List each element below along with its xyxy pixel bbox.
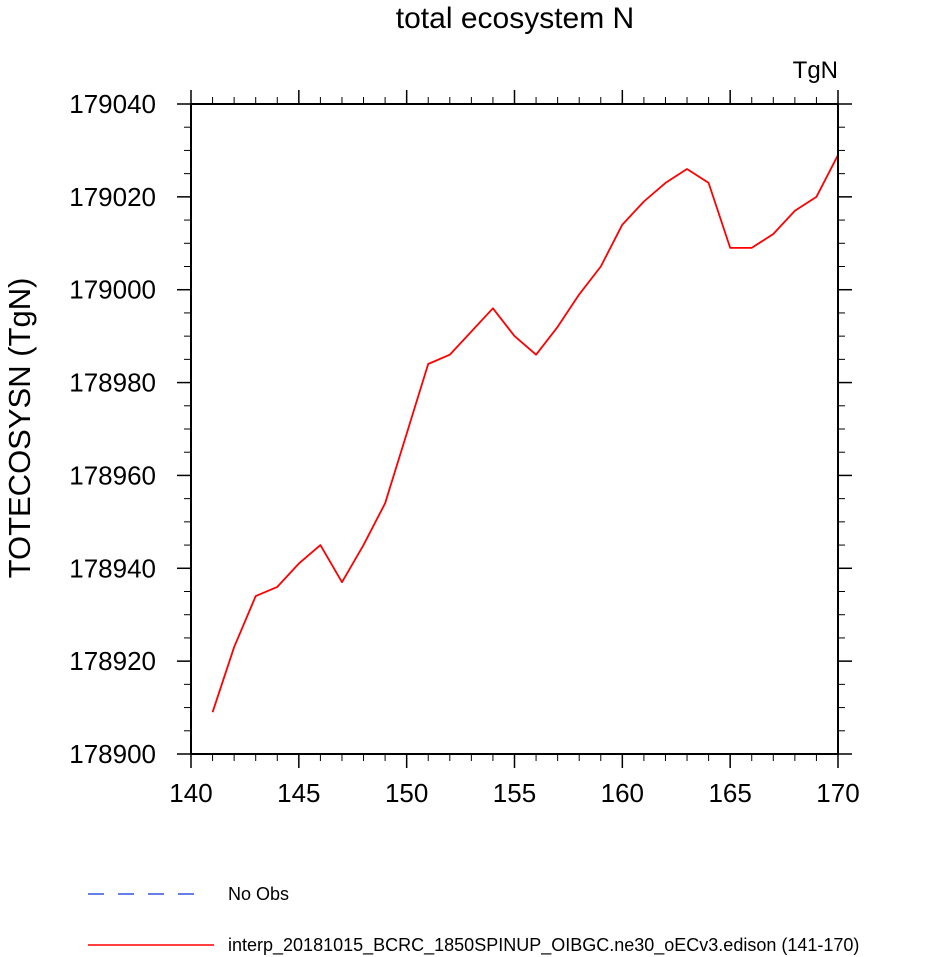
y-tick-label: 179040: [69, 89, 156, 119]
y-axis-label: TOTECOSYSN (TgN): [2, 278, 37, 579]
legend-label-no-obs: No Obs: [228, 884, 289, 904]
x-tick-label: 160: [601, 778, 644, 808]
units-label: TgN: [793, 57, 838, 84]
y-tick-label: 178900: [69, 739, 156, 769]
chart-title: total ecosystem N: [396, 2, 634, 35]
y-tick-label: 178960: [69, 460, 156, 490]
y-tick-label: 178980: [69, 368, 156, 398]
y-tick-label: 179000: [69, 275, 156, 305]
x-tick-label: 170: [816, 778, 859, 808]
x-tick-label: 165: [708, 778, 751, 808]
x-tick-label: 155: [493, 778, 536, 808]
y-tick-label: 179020: [69, 182, 156, 212]
axis-ticks: [177, 90, 852, 768]
axis-tick-labels: 140 145 150 155 160 165 170 178900 178920 178940 1…: [69, 89, 859, 808]
plot-frame: [190, 103, 839, 755]
series-layer: [211, 154, 839, 713]
series-line-0: [211, 154, 839, 713]
legend: No Obs interp_20181015_BCRC_1850SPINUP_O…: [88, 884, 859, 956]
legend-label-model: interp_20181015_BCRC_1850SPINUP_OIBGC.ne…: [228, 935, 859, 956]
x-tick-label: 140: [169, 778, 212, 808]
y-tick-label: 178940: [69, 553, 156, 583]
x-tick-label: 150: [385, 778, 428, 808]
y-tick-label: 178920: [69, 646, 156, 676]
x-tick-label: 145: [277, 778, 320, 808]
